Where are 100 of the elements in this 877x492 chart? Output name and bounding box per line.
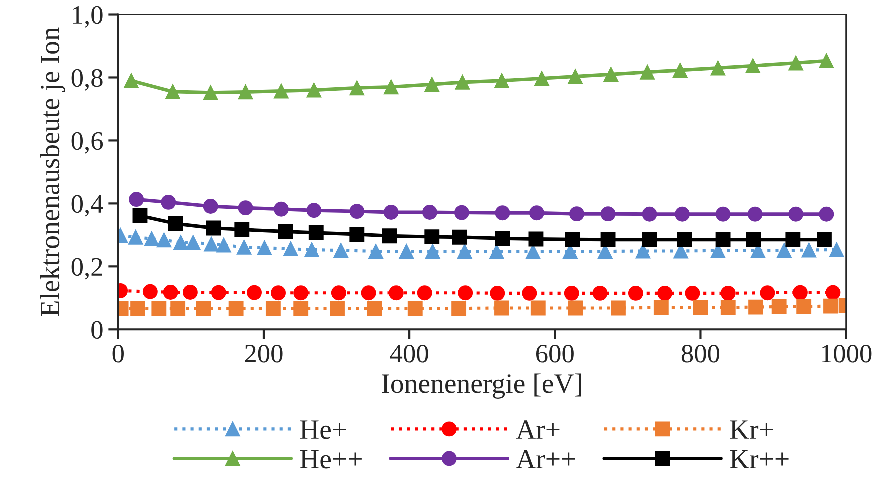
point	[425, 244, 440, 260]
point	[611, 300, 626, 316]
point	[388, 286, 404, 301]
point	[129, 192, 144, 208]
y-axis-title: Elektronenausbeute je Ion	[40, 28, 66, 316]
point	[565, 232, 580, 248]
legend-label: Kr++	[730, 450, 789, 468]
point	[642, 232, 658, 248]
point	[792, 285, 808, 300]
point	[417, 286, 432, 301]
point	[786, 232, 801, 248]
point	[746, 232, 762, 248]
point	[238, 200, 254, 216]
point	[361, 286, 376, 301]
point	[746, 58, 761, 74]
point	[748, 300, 764, 315]
x-tick-label: 0	[112, 344, 124, 363]
point	[824, 298, 838, 314]
legend-label: Kr+	[730, 420, 774, 439]
point	[568, 300, 583, 316]
point	[642, 206, 658, 222]
point	[306, 82, 322, 98]
point	[672, 63, 688, 78]
point	[693, 300, 708, 316]
point	[675, 206, 690, 222]
y-tick-label: 0,6	[72, 132, 104, 154]
point	[720, 300, 736, 316]
point	[156, 232, 172, 248]
point	[236, 240, 252, 255]
x-tick-label: 400	[390, 344, 428, 363]
point	[144, 231, 160, 246]
point	[152, 301, 167, 316]
point	[677, 232, 692, 248]
point	[304, 242, 320, 258]
point	[720, 286, 736, 301]
point	[748, 206, 763, 222]
y-tick-label: 0,4	[72, 195, 104, 217]
point	[294, 301, 309, 316]
legend-label: Ar+	[516, 420, 560, 439]
point	[142, 284, 158, 300]
point	[170, 301, 186, 316]
point	[530, 300, 546, 316]
point	[334, 243, 349, 258]
point	[206, 220, 222, 236]
point	[570, 206, 584, 222]
point	[247, 285, 262, 300]
point	[534, 71, 550, 86]
point	[424, 77, 440, 92]
point	[132, 208, 148, 224]
point	[234, 222, 250, 238]
point	[829, 242, 844, 258]
point	[685, 286, 700, 301]
point	[489, 244, 504, 260]
point	[274, 84, 289, 99]
point	[399, 244, 414, 260]
point	[495, 231, 510, 246]
point	[238, 84, 254, 100]
point	[772, 300, 787, 314]
point	[424, 230, 440, 245]
point	[817, 232, 832, 248]
point	[408, 301, 423, 316]
point	[257, 240, 272, 256]
point	[182, 285, 198, 300]
point	[124, 73, 139, 88]
point	[592, 286, 608, 301]
point	[819, 54, 834, 69]
point	[166, 84, 180, 100]
point	[628, 286, 644, 301]
point	[788, 56, 804, 71]
point	[306, 203, 322, 218]
point	[716, 232, 731, 248]
point	[422, 205, 438, 220]
point	[274, 202, 289, 217]
x-tick-label: 200	[245, 344, 283, 363]
point	[211, 285, 226, 300]
point	[161, 194, 176, 210]
point	[174, 235, 188, 250]
point	[350, 227, 365, 242]
point	[568, 69, 583, 84]
point	[654, 300, 669, 316]
point	[604, 67, 619, 82]
point	[564, 286, 580, 301]
point	[216, 238, 232, 253]
point	[168, 216, 184, 232]
point	[640, 64, 656, 80]
point	[776, 243, 792, 258]
point	[350, 80, 365, 96]
point	[228, 301, 244, 316]
point	[452, 301, 467, 316]
point	[368, 244, 384, 260]
point	[819, 206, 834, 222]
x-tick-label: 600	[536, 344, 574, 363]
legend-label: He++	[300, 450, 362, 469]
point	[454, 205, 470, 220]
point	[529, 206, 544, 221]
point	[455, 74, 470, 90]
point	[788, 206, 804, 222]
point	[636, 244, 651, 259]
y-tick-label: 1,0	[73, 6, 103, 28]
x-tick-label: 1000	[822, 344, 872, 363]
